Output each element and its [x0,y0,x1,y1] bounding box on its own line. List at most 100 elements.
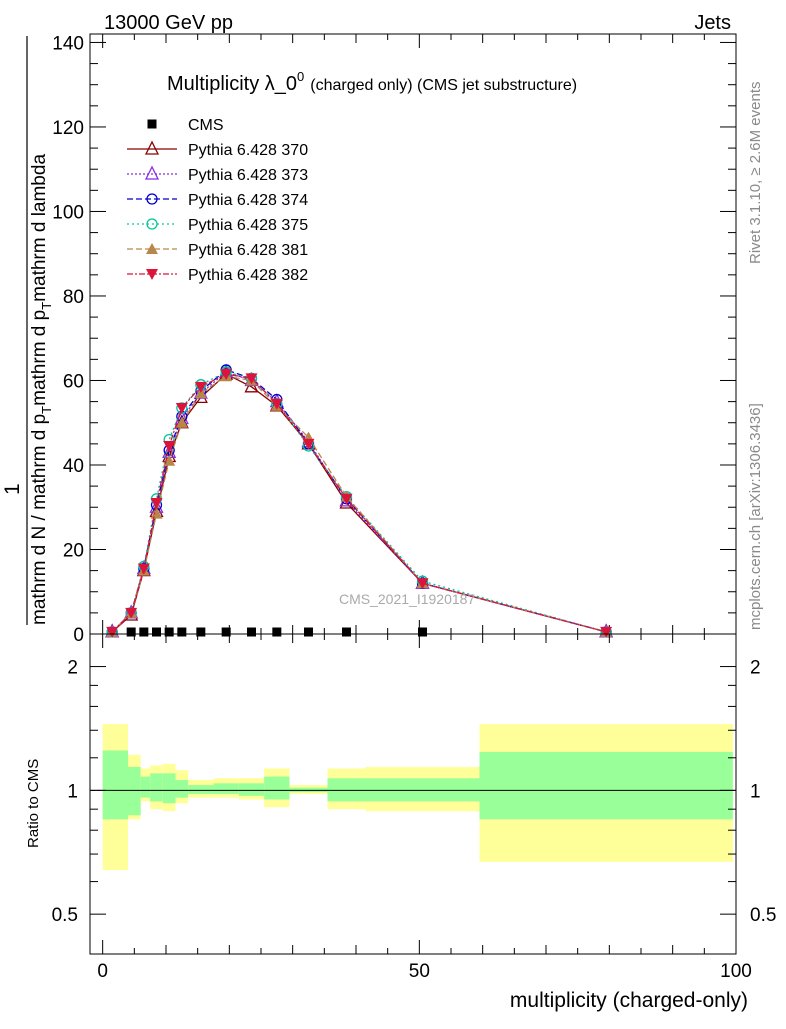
ratio-band-inner [175,779,189,798]
data-point [270,398,283,410]
ytick-label: 60 [63,371,84,392]
header-process: 13000 GeV pp [104,12,233,34]
ratio-band-inner [162,773,176,804]
data-point [418,627,427,637]
legend: CMS Pythia 6.428 370 Pythia 6.428 373 Pythi… [127,117,308,284]
data-point [302,438,315,450]
rivet-label: Rivet 3.1.10, ≥ 2.6M events [747,82,764,265]
main-ylabel: 1 mathrm d N / mathrm d pTmathrm d pTmat… [1,36,54,625]
ratio-bands [90,723,736,871]
ytick-label: 40 [63,456,84,477]
ratio-ytick-label-right: 1 [750,781,761,802]
data-point [147,119,157,129]
data-point [245,373,258,385]
series-p382 [106,369,613,638]
xtick-label: 0 [97,961,108,982]
data-point [175,402,188,414]
ratio-ytick-label: 1 [67,781,78,802]
data-point [137,563,150,575]
legend-label: Pythia 6.428 381 [188,242,308,259]
ratio-band-inner [102,750,128,820]
data-point [196,627,206,637]
ytick-label: 20 [63,540,84,561]
ratio-band-inner [150,773,163,802]
mcplots-label: mcplots.cern.ch [arXiv:1306.3436] [747,403,764,630]
data-point [144,140,160,155]
chart-title-main: Multiplicity λ_0 [167,73,297,95]
watermark: CMS_2021_I1920187 [339,591,475,607]
data-point [146,269,158,280]
ylabel-denom-sub-t2: T [39,302,54,310]
data-point [152,627,161,637]
xtick-label: 100 [720,961,752,982]
data-point [150,507,163,519]
chart-title-sup: 0 [297,69,304,84]
series-line [111,369,607,633]
data-point [125,607,138,619]
data-point [194,381,207,393]
ytick-label: 120 [52,118,84,139]
ylabel-denom-part2: mathrm d p [29,310,50,406]
legend-label: Pythia 6.428 375 [188,217,308,234]
ratio-band-inner [213,783,239,794]
data-point [177,627,187,637]
ratio-ytick-label-right: 0.5 [750,905,776,926]
ratio-band-inner [365,778,480,802]
data-point [220,369,233,381]
ratio-frame [89,633,737,955]
ylabel-denom: mathrm d N / mathrm d pTmathrm d pTmathr… [29,154,54,625]
series-line [111,373,607,633]
series-line [111,375,607,633]
data-point [304,627,313,637]
series-line [111,371,607,633]
series-cms [107,627,611,637]
ratio-band-inner [238,783,265,796]
ratio-band-inner [188,785,214,794]
data-point [146,218,158,230]
legend-label: Pythia 6.428 373 [188,167,308,184]
xtick-label: 50 [409,961,430,982]
main-series [105,363,614,638]
ytick-label: 100 [52,202,84,223]
chart-title: Multiplicity λ_00 (charged only) (CMS jet… [167,69,577,95]
data-point [146,243,158,254]
data-point [175,416,188,428]
data-point [106,626,119,638]
data-point [221,627,231,637]
ytick-label: 140 [52,33,84,54]
legend-label: Pythia 6.428 382 [188,267,308,284]
legend-label: Pythia 6.428 374 [188,192,308,209]
data-point [247,627,256,637]
data-point [272,627,282,637]
ratio-ticks: 0.5 0.5 1 1 2 2 0 50 100 [52,634,776,982]
ratio-ytick-label: 0.5 [52,905,78,926]
ratio-ytick-label: 2 [67,658,78,679]
data-point [340,493,353,505]
chart-title-suffix: (charged only) (CMS jet substructure) [310,77,577,94]
ratio-band-inner [140,776,151,798]
ratio-band-inner [128,766,141,816]
data-point [342,627,351,637]
data-point [164,627,174,637]
data-point [163,454,176,466]
data-point [600,626,613,638]
data-point [416,578,429,590]
ratio-ytick-label-right: 2 [750,658,761,679]
ytick-label: 80 [63,287,84,308]
data-point [150,498,163,510]
ylabel-one: 1 [1,483,24,495]
data-point [144,165,160,180]
main-ticks: 0 20 40 60 80 100 120 140 [52,33,737,646]
x-axis-label: multiplicity (charged-only) [510,989,748,1012]
ratio-panel: 0.5 0.5 1 1 2 2 0 50 100 Ratio to CMS multiplici… [25,633,776,1012]
ratio-ylabel: Ratio to CMS [25,759,42,848]
ylabel-denom-sub-t: T [39,406,54,414]
data-point [126,627,136,637]
ytick-label: 0 [73,625,84,646]
legend-label: CMS [188,117,224,134]
data-point [163,440,176,452]
ratio-band-inner [264,776,290,800]
data-point [146,193,158,205]
